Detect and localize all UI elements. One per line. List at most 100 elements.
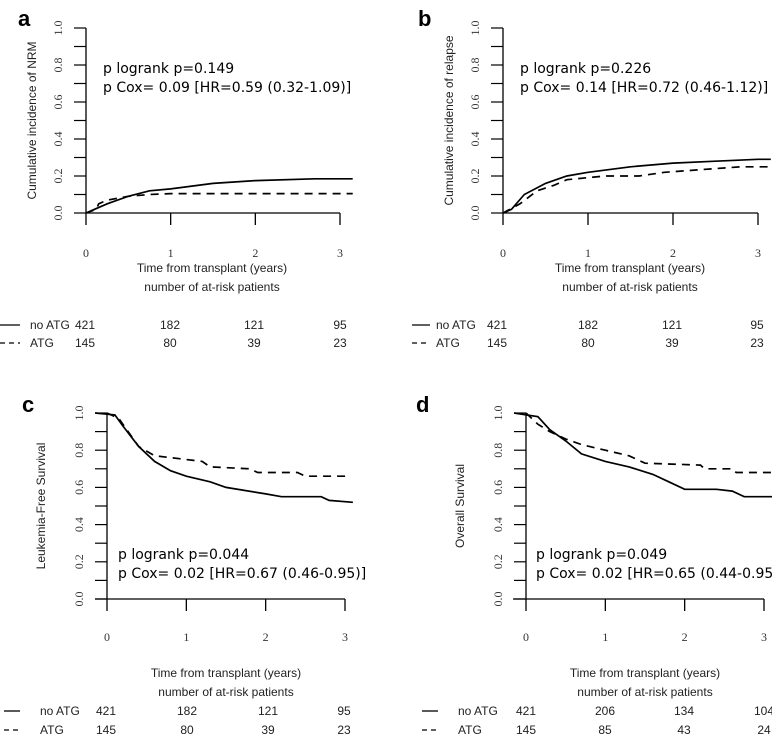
x-tick-label: 3 [337, 246, 343, 260]
atg-curve [502, 165, 771, 214]
y-tick-label: 0.4 [491, 517, 505, 532]
risk-count: 80 [581, 336, 595, 350]
y-tick-label: 0.2 [468, 169, 482, 184]
y-axis-label: Cumulative incidence of NRM [25, 41, 39, 199]
panel-letter: a [18, 6, 31, 31]
risk-count: 39 [261, 723, 275, 735]
x-tick-label: 0 [523, 630, 529, 644]
y-tick-label: 0.0 [72, 592, 86, 607]
y-tick-label: 0.0 [51, 206, 65, 221]
risk-count: 80 [180, 723, 194, 735]
y-tick-label: 0.4 [72, 517, 86, 532]
risk-count: 421 [96, 704, 116, 718]
risk-count: 39 [665, 336, 679, 350]
y-tick-label: 1.0 [468, 21, 482, 36]
x-tick-label: 0 [500, 246, 506, 260]
atg-curve [525, 412, 772, 474]
risk-row-label: ATG [458, 723, 482, 735]
no-atg-curve [85, 177, 353, 214]
panel-letter: d [416, 392, 429, 417]
risk-count: 23 [337, 723, 351, 735]
y-tick-label: 0.0 [468, 206, 482, 221]
no-atg-curve [95, 412, 353, 504]
risk-table-title: number of at-risk patients [158, 685, 293, 699]
risk-count: 182 [160, 318, 180, 332]
risk-count: 39 [247, 336, 261, 350]
y-tick-label: 0.6 [72, 480, 86, 495]
y-tick-label: 0.8 [51, 58, 65, 73]
x-axis-label: Time from transplant (years) [555, 261, 705, 275]
risk-row-label: no ATG [40, 704, 80, 718]
x-axis-label: Time from transplant (years) [570, 666, 720, 680]
atg-curve [85, 192, 353, 214]
risk-count: 104 [754, 704, 772, 718]
y-tick-label: 0.8 [468, 58, 482, 73]
risk-count: 145 [516, 723, 536, 735]
x-tick-label: 1 [183, 630, 189, 644]
y-tick-label: 1.0 [72, 406, 86, 421]
risk-count: 421 [516, 704, 536, 718]
x-tick-label: 2 [670, 246, 676, 260]
risk-count: 95 [750, 318, 764, 332]
y-tick-label: 0.8 [491, 443, 505, 458]
y-tick-label: 0.2 [51, 169, 65, 184]
y-tick-label: 0.6 [468, 95, 482, 110]
stat-annotation: p Cox= 0.02 [HR=0.67 (0.46-0.95)] [118, 566, 366, 582]
risk-count: 121 [662, 318, 682, 332]
y-tick-label: 0.4 [468, 132, 482, 147]
risk-count: 145 [487, 336, 507, 350]
risk-count: 121 [244, 318, 264, 332]
risk-row-label: ATG [40, 723, 64, 735]
risk-count: 95 [337, 704, 351, 718]
risk-count: 121 [258, 704, 278, 718]
y-tick-label: 0.6 [491, 480, 505, 495]
y-axis-label: Overall Survival [453, 464, 467, 548]
x-axis-label: Time from transplant (years) [137, 261, 287, 275]
y-tick-label: 0.6 [51, 95, 65, 110]
y-tick-label: 1.0 [491, 406, 505, 421]
risk-table-title: number of at-risk patients [577, 685, 712, 699]
x-tick-label: 3 [761, 630, 767, 644]
no-atg-curve [502, 158, 771, 214]
panel-letter: b [418, 6, 431, 31]
risk-count: 182 [177, 704, 197, 718]
y-tick-label: 0.8 [72, 443, 86, 458]
stat-annotation: p logrank p=0.049 [536, 547, 667, 563]
risk-row-label: no ATG [436, 318, 476, 332]
stat-annotation: p Cox= 0.09 [HR=0.59 (0.32-1.09)] [103, 80, 351, 96]
risk-count: 43 [677, 723, 691, 735]
x-tick-label: 1 [602, 630, 608, 644]
stat-annotation: p logrank p=0.044 [118, 547, 249, 563]
risk-count: 421 [487, 318, 507, 332]
x-tick-label: 3 [342, 630, 348, 644]
x-tick-label: 2 [252, 246, 258, 260]
x-tick-label: 0 [104, 630, 110, 644]
panel-letter: c [22, 392, 34, 417]
y-tick-label: 0.2 [491, 554, 505, 569]
risk-count: 145 [96, 723, 116, 735]
risk-table-title: number of at-risk patients [562, 280, 697, 294]
risk-count: 206 [595, 704, 615, 718]
x-tick-label: 1 [168, 246, 174, 260]
y-tick-label: 0.0 [491, 592, 505, 607]
x-tick-label: 3 [755, 246, 761, 260]
risk-count: 23 [333, 336, 347, 350]
y-axis-label: Leukemia-Free Survival [34, 443, 48, 570]
y-tick-label: 1.0 [51, 21, 65, 36]
stat-annotation: p logrank p=0.226 [520, 61, 651, 77]
stat-annotation: p Cox= 0.02 [HR=0.65 (0.44-0.95)] [536, 566, 772, 582]
risk-row-label: ATG [436, 336, 460, 350]
risk-count: 145 [75, 336, 95, 350]
risk-row-label: no ATG [458, 704, 498, 718]
stat-annotation: p logrank p=0.149 [103, 61, 234, 77]
risk-table-title: number of at-risk patients [144, 280, 279, 294]
risk-count: 80 [163, 336, 177, 350]
x-tick-label: 1 [585, 246, 591, 260]
y-tick-label: 0.4 [51, 132, 65, 147]
x-tick-label: 2 [263, 630, 269, 644]
stat-annotation: p Cox= 0.14 [HR=0.72 (0.46-1.12)] [520, 80, 768, 96]
no-atg-curve [513, 412, 772, 498]
risk-count: 95 [333, 318, 347, 332]
